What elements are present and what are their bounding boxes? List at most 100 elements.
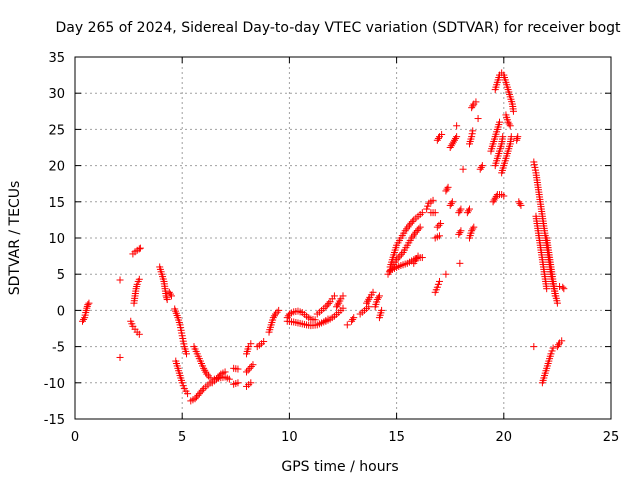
data-point — [179, 382, 187, 390]
data-point — [339, 304, 347, 312]
data-point — [470, 223, 478, 231]
data-point — [339, 292, 347, 300]
data-point — [116, 353, 124, 361]
data-point — [429, 196, 437, 204]
data-point — [444, 183, 452, 191]
data-point — [472, 98, 480, 106]
axis-ticks — [74, 56, 612, 420]
data-point — [184, 390, 192, 398]
data-point — [549, 344, 557, 352]
data-point — [435, 221, 443, 229]
data-point — [163, 294, 171, 302]
data-point — [491, 194, 499, 202]
data-point — [446, 144, 454, 151]
data-point — [214, 373, 222, 381]
data-point — [474, 115, 482, 123]
data-point — [469, 127, 477, 135]
data-points — [79, 69, 568, 405]
data-point — [433, 283, 441, 291]
data-point — [514, 133, 522, 141]
data-point — [343, 321, 351, 329]
x-tick-labels: 0 5 10 15 20 25 — [71, 430, 619, 445]
data-point — [413, 227, 421, 235]
x-axis-label: GPS time / hours — [281, 459, 398, 475]
y-tick-label: 10 — [48, 232, 65, 247]
data-point — [448, 198, 456, 206]
data-point — [496, 118, 504, 126]
data-point — [191, 395, 199, 403]
y-tick-label: 15 — [48, 196, 65, 211]
data-point — [418, 254, 426, 262]
data-point — [234, 365, 242, 373]
data-point — [83, 302, 91, 310]
data-point — [333, 303, 341, 311]
chart-title: Day 265 of 2024, Sidereal Day-to-day VTE… — [55, 20, 621, 36]
data-point — [457, 205, 465, 213]
data-point — [547, 350, 555, 358]
data-point — [408, 218, 416, 226]
data-point — [249, 361, 257, 369]
data-point — [116, 276, 124, 284]
data-point — [456, 259, 464, 267]
data-point — [369, 288, 377, 296]
data-point — [323, 301, 331, 309]
data-point — [225, 375, 233, 383]
data-point — [516, 200, 524, 208]
data-point — [192, 393, 200, 401]
data-point — [334, 301, 342, 309]
data-point — [374, 294, 382, 302]
data-point — [414, 252, 422, 260]
data-point — [468, 104, 476, 112]
data-point — [350, 314, 358, 322]
y-tick-label: 20 — [48, 160, 65, 175]
data-point — [85, 299, 93, 307]
data-point — [271, 310, 279, 318]
y-tick-label: 35 — [48, 51, 65, 66]
data-point — [284, 312, 292, 320]
data-point — [559, 283, 567, 291]
x-tick-label: 20 — [496, 430, 513, 445]
data-point — [247, 379, 255, 387]
data-point — [365, 303, 373, 311]
data-point — [79, 317, 87, 325]
data-point — [273, 308, 281, 316]
data-point — [448, 140, 456, 148]
data-point — [490, 196, 498, 204]
data-point — [476, 165, 484, 173]
data-point — [197, 388, 205, 396]
data-point — [556, 283, 564, 291]
y-tick-label: -15 — [44, 413, 65, 428]
y-tick-label: 30 — [48, 87, 65, 102]
x-tick-label: 15 — [388, 430, 405, 445]
data-point — [435, 277, 443, 285]
data-point — [80, 315, 88, 323]
data-point — [457, 227, 465, 235]
data-point — [554, 341, 562, 349]
data-point — [247, 363, 255, 371]
data-point — [203, 370, 211, 378]
data-point — [206, 374, 214, 382]
data-point — [213, 375, 221, 383]
data-point — [469, 225, 477, 233]
data-point — [442, 187, 450, 195]
data-point — [548, 347, 556, 355]
y-tick-label: 0 — [57, 304, 65, 319]
y-tick-label: 25 — [48, 123, 65, 138]
data-point — [443, 185, 451, 193]
data-point — [560, 285, 568, 293]
data-point — [83, 304, 91, 312]
data-point — [499, 133, 507, 141]
data-point — [530, 343, 538, 351]
data-point — [373, 296, 381, 304]
data-point — [375, 292, 383, 300]
data-point — [469, 102, 477, 110]
data-point — [167, 292, 175, 300]
data-point — [492, 192, 500, 200]
data-point — [135, 330, 143, 338]
data-point — [438, 130, 446, 138]
data-point — [449, 138, 457, 146]
data-point — [260, 338, 268, 346]
data-point — [442, 270, 450, 278]
data-point — [450, 136, 458, 144]
